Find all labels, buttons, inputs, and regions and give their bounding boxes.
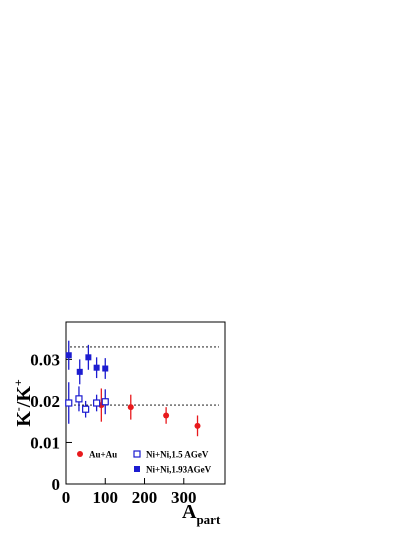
legend-label: Ni+Ni,1.93AGeV (146, 465, 212, 475)
x-axis-label: Apart (182, 501, 221, 527)
y-label-part: /K (13, 386, 35, 409)
x-tick-label: 300 (171, 488, 197, 507)
legend-marker (77, 451, 83, 457)
point (93, 399, 101, 407)
legend-marker (134, 466, 140, 472)
point (76, 368, 83, 375)
point (101, 398, 109, 406)
x-tick-label: 0 (62, 488, 71, 507)
y-tick-label: 0 (52, 475, 61, 494)
point (82, 405, 90, 413)
x-tick-label: 200 (132, 488, 158, 507)
y-axis-label: K-/K+ (11, 379, 35, 427)
y-label-part: + (11, 379, 25, 386)
point (75, 395, 83, 403)
point (163, 412, 170, 419)
point (65, 399, 73, 407)
point (194, 422, 201, 429)
y-tick-label: 0.03 (30, 350, 60, 369)
point (102, 365, 109, 372)
point (93, 364, 100, 371)
x-label-part: part (196, 512, 221, 527)
y-label-part: - (11, 407, 25, 411)
plot-frame (65, 321, 226, 485)
point (85, 354, 92, 361)
x-tick-label: 100 (93, 488, 119, 507)
y-label-part: K (13, 411, 35, 427)
legend-marker (133, 450, 141, 458)
point (127, 404, 134, 411)
x-label-part: A (182, 501, 197, 523)
y-tick-label: 0.01 (30, 433, 60, 452)
y-tick-label: 0.02 (30, 392, 60, 411)
legend-label: Au+Au (89, 450, 117, 460)
point (65, 352, 72, 359)
legend-label: Ni+Ni,1.5 AGeV (146, 450, 209, 460)
